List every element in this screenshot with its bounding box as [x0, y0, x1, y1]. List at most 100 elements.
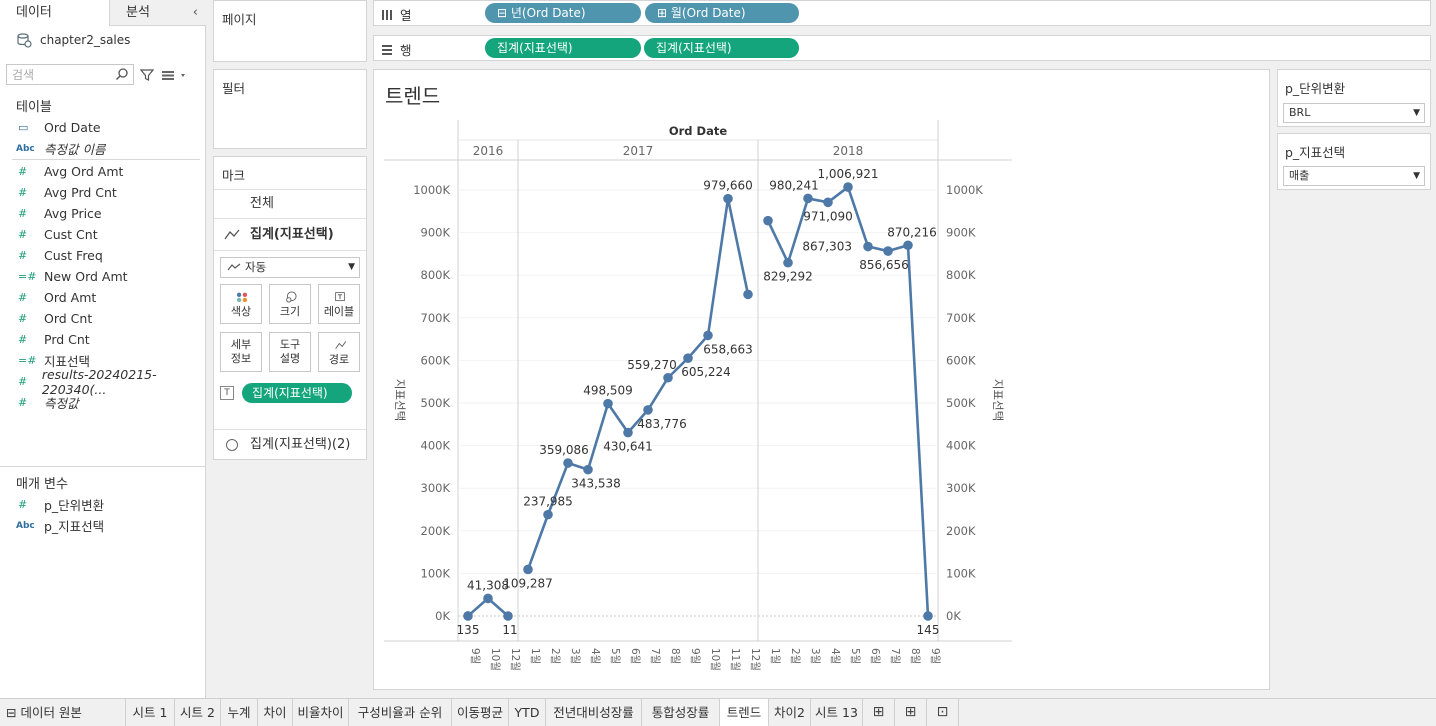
line-mark-icon [227, 263, 241, 271]
data-point[interactable] [603, 398, 613, 409]
param-metric-title: p_지표선택 [1285, 145, 1346, 160]
sheet-tab[interactable]: 전년대비성장률 [546, 699, 642, 726]
measure-field[interactable]: =# New Ord Amt [0, 266, 206, 287]
columns-pill-month[interactable]: ⊞ 월(Ord Date) [645, 3, 799, 23]
data-point[interactable] [883, 246, 893, 256]
path-button[interactable]: 경로 [318, 332, 360, 372]
data-point[interactable] [643, 405, 653, 415]
label-button[interactable]: 레이블 [318, 284, 360, 324]
measure-field-name: Avg Ord Amt [44, 164, 124, 179]
viz-canvas[interactable]: 트렌드 Ord Date 0K 0K 100K 100K 200K 200K 300K 300K 4… [373, 69, 1270, 690]
series-line-2017[interactable] [526, 197, 750, 570]
measure-field[interactable]: # Avg Prd Cnt [0, 182, 206, 203]
data-point[interactable] [723, 193, 733, 204]
rows-pill-1[interactable]: 집계(지표선택) [485, 38, 641, 58]
data-point[interactable] [783, 257, 793, 268]
data-point[interactable] [523, 564, 533, 575]
search-input[interactable] [7, 65, 111, 84]
data-point[interactable] [843, 182, 853, 192]
filters-card[interactable]: 필터 [213, 69, 367, 149]
dimension-field[interactable]: ▭ Ord Date [0, 117, 206, 138]
search-box[interactable] [6, 64, 134, 85]
size-icon [286, 291, 297, 303]
data-point[interactable] [483, 593, 493, 604]
tooltip-button[interactable]: 도구 설명 [269, 332, 311, 372]
measure-field[interactable]: # 측정값 [0, 392, 206, 413]
data-point[interactable] [623, 427, 633, 438]
measure-field[interactable]: # Avg Ord Amt [0, 161, 206, 182]
measure-field-name: New Ord Amt [44, 269, 128, 284]
data-point[interactable] [463, 611, 473, 621]
x-tick-label: 10월 [489, 648, 501, 671]
tab-analysis[interactable]: 분석 ‹ [110, 0, 206, 26]
sheet-tab[interactable]: 차이2 [769, 699, 811, 726]
param-unit-select[interactable]: BRL ▼ [1283, 103, 1425, 123]
columns-shelf[interactable]: 열 ⊟ 년(Ord Date) ⊞ 월(Ord Date) [373, 0, 1431, 26]
sheet-tab[interactable]: 차이 [258, 699, 293, 726]
data-point[interactable] [503, 611, 513, 621]
param-field[interactable]: # p_단위변환 [0, 494, 206, 515]
sheet-tab[interactable]: 비율차이 [293, 699, 349, 726]
measure-field[interactable]: # results-20240215-220340(... [0, 367, 206, 397]
measure-field[interactable]: # Ord Amt [0, 287, 206, 308]
dimension-field[interactable]: Abc 측정값 이름 [0, 138, 206, 159]
data-point[interactable] [743, 289, 753, 300]
data-point[interactable] [543, 509, 553, 520]
datasource-item[interactable]: chapter2_sales [16, 32, 130, 48]
data-point[interactable] [863, 241, 873, 252]
measure-list: # Avg Ord Amt # Avg Prd Cnt # Avg Price # Cust … [0, 161, 206, 413]
size-button[interactable]: 크기 [269, 284, 311, 324]
detail-button[interactable]: 세부 정보 [220, 332, 262, 372]
new-story-icon[interactable]: ⊡ [927, 699, 959, 726]
marks-agg-tab[interactable]: 집계(지표선택) [214, 219, 366, 251]
sheet-tab[interactable]: 통합성장률 [642, 699, 720, 726]
data-point[interactable] [903, 240, 913, 251]
measure-field[interactable]: =# 지표선택 [0, 350, 206, 371]
sheet-tab[interactable]: 시트 13 [811, 699, 863, 726]
sheet-tab[interactable]: 이동평균 [452, 699, 509, 726]
data-point[interactable] [923, 611, 933, 621]
data-point[interactable] [683, 353, 693, 363]
sheet-tab[interactable]: 누계 [221, 699, 258, 726]
filter-icon[interactable] [140, 68, 154, 82]
marks-agg2-tab[interactable]: 집계(지표선택)(2) [214, 429, 366, 461]
measure-field[interactable]: # Cust Freq [0, 245, 206, 266]
new-dashboard-icon[interactable]: ⊞ [895, 699, 927, 726]
rows-shelf[interactable]: 행 집계(지표선택) 집계(지표선택) [373, 35, 1431, 61]
measure-field[interactable]: # Cust Cnt [0, 224, 206, 245]
line-chart[interactable]: 트렌드 Ord Date 0K 0K 100K 100K 200K 200K 300K 300K 4… [374, 70, 1269, 689]
sheet-tab[interactable]: YTD [509, 699, 546, 726]
tab-data[interactable]: 데이터 [0, 0, 110, 26]
param-card-unit: p_단위변환 BRL ▼ [1277, 69, 1431, 127]
data-point[interactable] [823, 197, 833, 208]
sheet-tab[interactable]: 시트 2 [175, 699, 221, 726]
sheet-tab[interactable]: 트렌드 [720, 699, 769, 726]
collapse-pane-icon[interactable]: ‹ [192, 5, 198, 20]
marks-all-tab[interactable]: 전체 [214, 189, 366, 219]
measure-field[interactable]: # Ord Cnt [0, 308, 206, 329]
data-point[interactable] [803, 193, 813, 204]
data-point[interactable] [583, 464, 593, 475]
sheet-tab[interactable]: 구성비율과 순위 [349, 699, 452, 726]
measure-field[interactable]: # Avg Price [0, 203, 206, 224]
data-point[interactable] [763, 215, 773, 226]
label-pill[interactable]: 집계(지표선택) [242, 383, 352, 403]
param-field[interactable]: Abc p_지표선택 [0, 515, 206, 536]
data-point[interactable] [663, 372, 673, 383]
param-metric-select[interactable]: 매출 ▼ [1283, 166, 1425, 186]
columns-pill-year[interactable]: ⊟ 년(Ord Date) [485, 3, 641, 23]
pages-card[interactable]: 페이지 [213, 0, 367, 62]
view-options-icon[interactable] [160, 68, 190, 82]
color-button[interactable]: 색상 [220, 284, 262, 324]
new-sheet-icon[interactable]: ⊞ [863, 699, 895, 726]
data-point[interactable] [703, 330, 713, 341]
data-point[interactable] [563, 458, 573, 468]
rows-pill-2[interactable]: 집계(지표선택) [644, 38, 799, 58]
marks-title: 마크 [222, 168, 246, 183]
sheet-tab-label: 구성비율과 순위 [357, 705, 443, 720]
tab-datasource[interactable]: ⊟ 데이터 원본 [0, 699, 126, 726]
data-label: 135 [457, 623, 480, 637]
sheet-tab[interactable]: 시트 1 [126, 699, 175, 726]
measure-field[interactable]: # Prd Cnt [0, 329, 206, 350]
mark-type-select[interactable]: 자동 ▼ [220, 257, 360, 278]
